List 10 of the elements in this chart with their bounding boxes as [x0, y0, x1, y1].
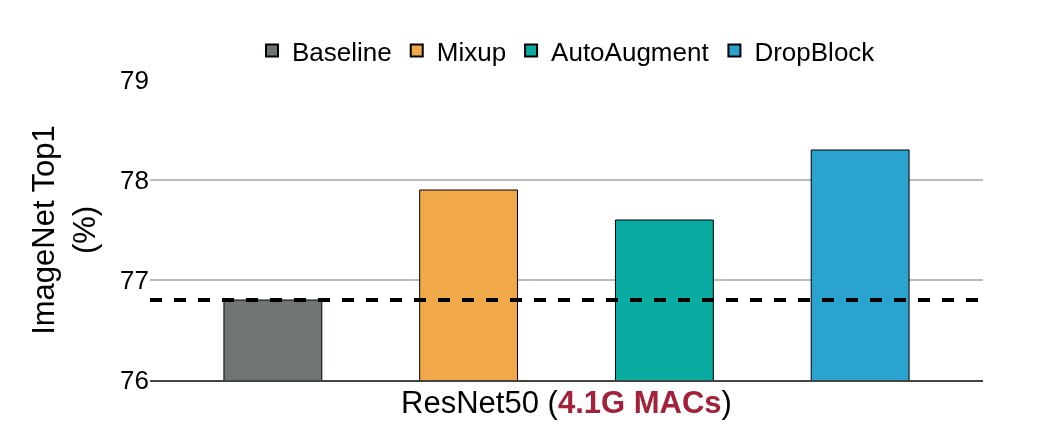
legend-label: Mixup	[436, 36, 507, 67]
y-axis-title: ImageNet Top1 (%)	[26, 125, 102, 335]
legend-label: Baseline	[292, 36, 392, 67]
y-tick-label: 79	[120, 65, 149, 96]
y-tick-label: 78	[120, 165, 149, 196]
y-tick-label: 77	[120, 265, 149, 296]
x-axis-title: ResNet50 (4.1G MACs)	[401, 384, 732, 420]
legend-label: DropBlock	[754, 36, 876, 67]
y-tick-label: 76	[120, 365, 149, 396]
legend-label: AutoAugment	[551, 36, 710, 67]
